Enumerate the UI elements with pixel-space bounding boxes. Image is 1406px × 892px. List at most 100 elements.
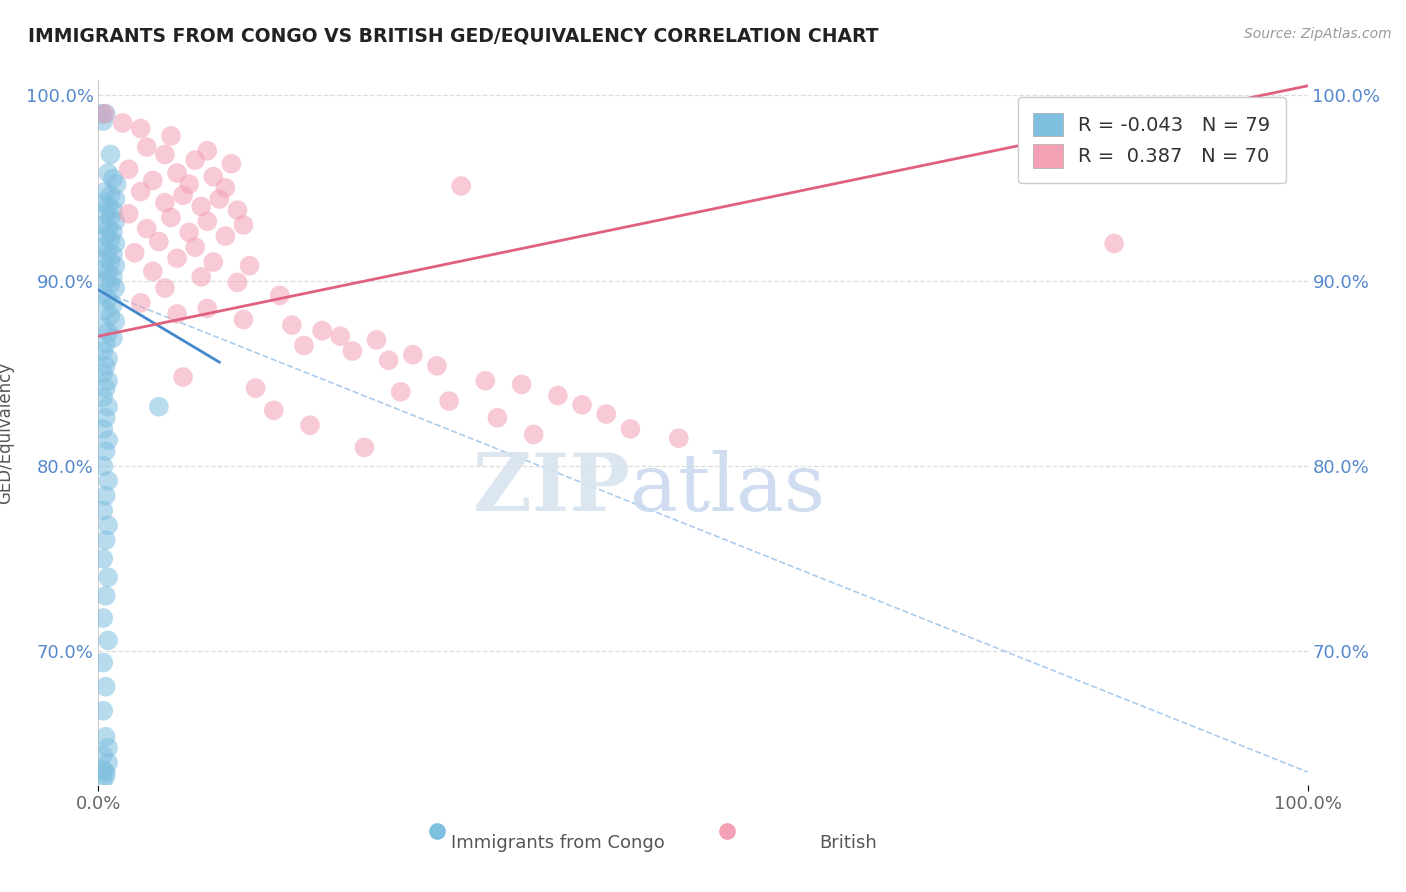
Point	[135, 221, 157, 235]
Point	[101, 331, 124, 345]
Point	[208, 192, 231, 206]
Point	[91, 503, 114, 517]
Text: British: British	[820, 834, 877, 852]
Point	[91, 763, 114, 777]
Point	[91, 114, 114, 128]
Point	[91, 106, 114, 120]
Point	[184, 153, 207, 167]
Point	[104, 281, 127, 295]
Point	[195, 301, 218, 316]
Point	[129, 185, 152, 199]
Point	[148, 400, 170, 414]
Point	[94, 185, 117, 199]
Point	[91, 748, 114, 763]
Point	[111, 116, 134, 130]
Point	[105, 177, 128, 191]
Point	[97, 400, 120, 414]
Point	[97, 351, 120, 366]
Point	[91, 366, 114, 380]
Point	[263, 403, 285, 417]
Point	[245, 381, 267, 395]
Y-axis label: GED/Equivalency: GED/Equivalency	[0, 361, 14, 504]
Point	[91, 656, 114, 670]
Point	[94, 533, 117, 548]
Point	[94, 589, 117, 603]
Point	[571, 398, 593, 412]
Point	[281, 318, 304, 332]
Point	[179, 177, 201, 191]
Point	[97, 756, 120, 770]
Point	[104, 192, 127, 206]
Point	[94, 764, 117, 779]
Point	[94, 730, 117, 744]
Point	[94, 252, 117, 266]
Point	[91, 391, 114, 405]
Point	[450, 178, 472, 194]
Point	[100, 233, 122, 247]
Point	[91, 458, 114, 473]
Text: IMMIGRANTS FROM CONGO VS BRITISH GED/EQUIVALENCY CORRELATION CHART: IMMIGRANTS FROM CONGO VS BRITISH GED/EQU…	[28, 27, 879, 45]
Point	[104, 259, 127, 273]
Point	[129, 121, 152, 136]
Point	[104, 236, 127, 251]
Point	[97, 740, 120, 755]
Point	[342, 344, 364, 359]
Point	[97, 374, 120, 388]
Point	[232, 312, 254, 326]
Text: Source: ZipAtlas.com: Source: ZipAtlas.com	[1244, 27, 1392, 41]
Point	[97, 326, 120, 340]
Point	[101, 171, 124, 186]
Point	[97, 266, 120, 280]
Point	[214, 229, 236, 244]
Point	[547, 388, 569, 402]
Point	[94, 274, 117, 288]
Point	[91, 320, 114, 334]
Point	[94, 336, 117, 351]
Point	[91, 286, 114, 301]
Point	[118, 162, 141, 177]
Point	[232, 218, 254, 232]
Point	[97, 292, 120, 306]
Point	[426, 359, 449, 373]
Point	[94, 381, 117, 395]
Text: ZIP: ZIP	[474, 450, 630, 528]
Point	[353, 441, 375, 455]
Point	[179, 225, 201, 239]
Point	[166, 252, 188, 266]
Legend: R = -0.043   N = 79, R =  0.387   N = 70: R = -0.043 N = 79, R = 0.387 N = 70	[1018, 97, 1285, 184]
Point	[214, 181, 236, 195]
Point	[94, 359, 117, 373]
Point	[329, 329, 352, 343]
Point	[190, 199, 212, 213]
Point	[94, 106, 117, 120]
Point	[402, 348, 425, 362]
Point	[292, 338, 315, 352]
Point	[97, 633, 120, 648]
Point	[172, 370, 194, 384]
Point	[94, 410, 117, 425]
Point	[91, 704, 114, 718]
Point	[124, 245, 146, 260]
Point	[91, 422, 114, 436]
Point	[91, 611, 114, 625]
Point	[100, 211, 122, 225]
Point	[366, 333, 388, 347]
Point	[104, 314, 127, 328]
Point	[153, 195, 176, 210]
Point	[226, 203, 249, 218]
Point	[97, 433, 120, 447]
Point	[94, 207, 117, 221]
Point	[91, 262, 114, 277]
Point	[160, 128, 183, 143]
Point	[97, 474, 120, 488]
Point	[94, 303, 117, 318]
Point	[148, 235, 170, 249]
Point	[523, 427, 546, 442]
Point	[166, 166, 188, 180]
Point	[172, 188, 194, 202]
Point	[226, 276, 249, 290]
Point	[142, 173, 165, 187]
Point	[437, 394, 460, 409]
Point	[101, 225, 124, 239]
Point	[510, 377, 533, 392]
